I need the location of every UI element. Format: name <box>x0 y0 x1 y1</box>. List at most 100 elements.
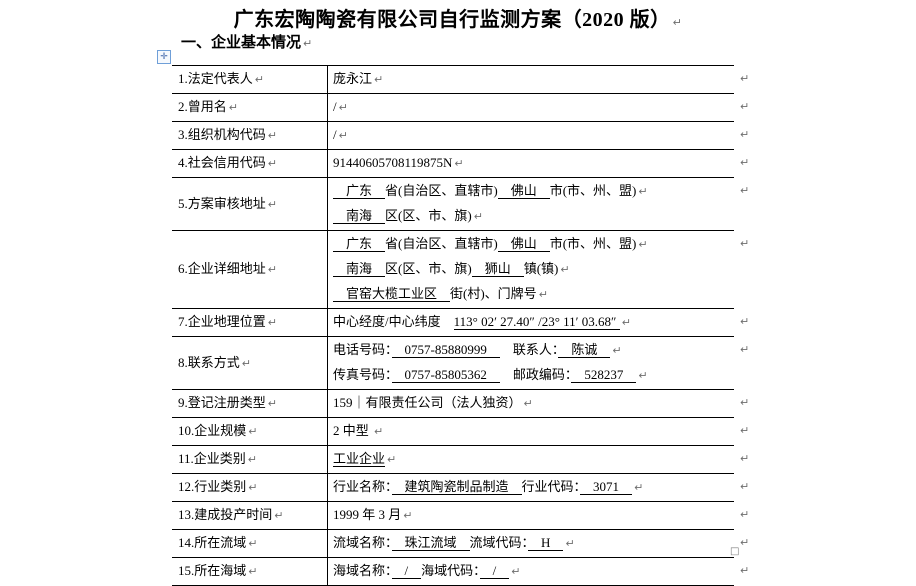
row-label-text: 9.登记注册类型 <box>178 395 266 410</box>
paragraph-mark: ↵ <box>560 263 570 276</box>
value-line[interactable]: / ↵ <box>333 123 731 148</box>
row-label-text: 3.组织机构代码 <box>178 127 266 142</box>
row-label-cell[interactable]: 3.组织机构代码 ↵ <box>172 121 328 150</box>
row-label-cell[interactable]: 14.所在流域 ↵ <box>172 529 328 558</box>
filled-blank-text: 广东 <box>333 236 386 252</box>
document-title[interactable]: 广东宏陶陶瓷有限公司自行监测方案（2020 版） ↵ <box>0 3 916 32</box>
value-line[interactable]: 流域名称： 珠江流域 流域代码： H ↵ <box>333 531 731 556</box>
paragraph-mark: ↵ <box>621 316 631 329</box>
row-label-cell[interactable]: 8.联系方式 ↵ <box>172 336 328 390</box>
paragraph-mark: ↵ <box>338 129 348 142</box>
paragraph-mark: ↵ <box>740 71 750 85</box>
row-label-cell[interactable]: 12.行业类别 ↵ <box>172 473 328 502</box>
table-move-handle[interactable]: ✛ <box>157 50 171 64</box>
row-value-cell[interactable]: 庞永江 ↵ <box>327 65 734 94</box>
row-label-cell[interactable]: 15.所在海域 ↵ <box>172 557 328 586</box>
filled-blank-text: 陈诚 <box>558 342 611 358</box>
value-line[interactable]: 中心经度/中心纬度 113° 02′ 27.40″ /23° 11′ 03.68… <box>333 310 731 335</box>
value-line[interactable]: 官窑大榄工业区 街(村)、门牌号 ↵ <box>333 282 731 307</box>
value-line[interactable]: 海域名称： / 海域代码： / ↵ <box>333 559 731 584</box>
paragraph-mark: ↵ <box>740 183 750 197</box>
filled-blank-text: 工业企业 <box>333 451 386 467</box>
filled-blank-text: 0757-85880999 <box>391 342 500 358</box>
value-line[interactable]: 南海 区(区、市、旗) ↵ <box>333 204 731 229</box>
row-label-cell[interactable]: 4.社会信用代码 ↵ <box>172 149 328 178</box>
table-row: 6.企业详细地址 ↵ 广东 省(自治区、直辖市) 佛山 市(市、州、盟) ↵ 南海 … <box>172 230 751 309</box>
row-value-cell[interactable]: 广东 省(自治区、直辖市) 佛山 市(市、州、盟) ↵ 南海 区(区、市、旗) ↵ <box>327 177 734 231</box>
static-text: 中心经度/中心纬度 <box>333 314 454 329</box>
row-label-cell[interactable]: 9.登记注册类型 ↵ <box>172 389 328 418</box>
static-text: 区(区、市、旗) <box>385 208 472 223</box>
static-text: 传真号码： <box>333 367 392 382</box>
value-line[interactable]: 庞永江 ↵ <box>333 67 731 92</box>
row-label-cell[interactable]: 11.企业类别 ↵ <box>172 445 328 474</box>
static-text: 电话号码： <box>333 342 392 357</box>
row-value-cell[interactable]: 电话号码： 0757-85880999 联系人： 陈诚 ↵ 传真号码： 0757-… <box>327 336 734 390</box>
row-label-cell[interactable]: 13.建成投产时间 ↵ <box>172 501 328 530</box>
paragraph-mark: ↵ <box>740 99 750 113</box>
row-label-cell[interactable]: 10.企业规模 ↵ <box>172 417 328 446</box>
row-value-cell[interactable]: 159｜有限责任公司（法人独资） ↵ <box>327 389 734 418</box>
value-line[interactable]: 159｜有限责任公司（法人独资） ↵ <box>333 391 731 416</box>
value-line[interactable]: 广东 省(自治区、直辖市) 佛山 市(市、州、盟) ↵ <box>333 232 731 257</box>
static-text: 159｜有限责任公司（法人独资） <box>333 395 522 410</box>
paragraph-mark: ↵ <box>267 197 277 211</box>
row-end-mark-cell: ↵ <box>734 66 751 94</box>
row-value-cell[interactable]: 流域名称： 珠江流域 流域代码： H ↵ <box>327 529 734 558</box>
static-text: 市(市、州、盟) <box>549 183 637 198</box>
paragraph-mark: ↵ <box>241 356 251 370</box>
paragraph-mark: ↵ <box>247 453 257 466</box>
row-value-cell[interactable]: 1999 年 3 月 ↵ <box>327 501 734 530</box>
row-value-cell[interactable]: 工业企业 ↵ <box>327 445 734 474</box>
value-line[interactable]: 广东 省(自治区、直辖市) 佛山 市(市、州、盟) ↵ <box>333 179 731 204</box>
row-label-cell[interactable]: 2.曾用名 ↵ <box>172 93 328 122</box>
section-heading-text: 一、企业基本情况 <box>181 35 302 51</box>
value-line[interactable]: 行业名称： 建筑陶瓷制品制造 行业代码： 3071 ↵ <box>333 475 731 500</box>
row-value-cell[interactable]: / ↵ <box>327 121 734 150</box>
row-value-cell[interactable]: 中心经度/中心纬度 113° 02′ 27.40″ /23° 11′ 03.68… <box>327 308 734 337</box>
paragraph-mark: ↵ <box>228 101 238 114</box>
value-line[interactable]: 工业企业 ↵ <box>333 447 731 472</box>
table-row: 15.所在海域 ↵ 海域名称： / 海域代码： / ↵ ↵ <box>172 557 751 586</box>
section-heading[interactable]: 一、企业基本情况 ↵ <box>181 31 312 52</box>
paragraph-mark: ↵ <box>638 185 648 198</box>
row-value-cell[interactable]: / ↵ <box>327 93 734 122</box>
row-end-mark-cell: ↵ <box>734 474 751 502</box>
row-label-cell[interactable]: 7.企业地理位置 ↵ <box>172 308 328 337</box>
table-row: 10.企业规模 ↵ 2 中型 ↵ ↵ <box>172 417 751 446</box>
row-value-cell[interactable]: 行业名称： 建筑陶瓷制品制造 行业代码： 3071 ↵ <box>327 473 734 502</box>
table-row: 3.组织机构代码 ↵ / ↵ ↵ <box>172 121 751 150</box>
value-line[interactable]: 电话号码： 0757-85880999 联系人： 陈诚 ↵ <box>333 338 731 363</box>
paragraph-mark: ↵ <box>248 425 258 438</box>
row-value-cell[interactable]: 广东 省(自治区、直辖市) 佛山 市(市、州、盟) ↵ 南海 区(区、市、旗) 狮… <box>327 230 734 309</box>
value-line[interactable]: 91440605708119875N ↵ <box>333 151 731 176</box>
row-end-mark-cell: ↵ <box>734 309 751 337</box>
row-label-text: 1.法定代表人 <box>178 71 253 86</box>
row-value-cell[interactable]: 海域名称： / 海域代码： / ↵ <box>327 557 734 586</box>
paragraph-mark: ↵ <box>638 369 648 382</box>
value-line[interactable]: 传真号码： 0757-85805362 邮政编码： 528237 ↵ <box>333 363 731 388</box>
static-text: 91440605708119875N <box>333 155 453 170</box>
filled-blank-text: 狮山 <box>471 261 524 277</box>
row-value-cell[interactable]: 91440605708119875N ↵ <box>327 149 734 178</box>
row-end-mark-cell: ↵ <box>734 337 751 390</box>
paragraph-mark: ↵ <box>454 157 464 170</box>
row-label-cell[interactable]: 6.企业详细地址 ↵ <box>172 230 328 309</box>
filled-blank-text: / <box>391 563 422 579</box>
row-label-cell[interactable]: 5.方案审核地址 ↵ <box>172 177 328 231</box>
value-line[interactable]: 南海 区(区、市、旗) 狮山 镇(镇) ↵ <box>333 257 731 282</box>
row-label-cell[interactable]: 1.法定代表人 ↵ <box>172 65 328 94</box>
value-line[interactable]: 1999 年 3 月 ↵ <box>333 503 731 528</box>
paragraph-mark: ↵ <box>403 509 413 522</box>
value-line[interactable]: / ↵ <box>333 95 731 120</box>
filled-blank-text: 113° 02′ 27.40″ /23° 11′ 03.68″ <box>453 314 620 330</box>
row-value-cell[interactable]: 2 中型 ↵ <box>327 417 734 446</box>
paragraph-mark: ↵ <box>267 129 277 142</box>
paragraph-mark: ↵ <box>634 481 644 494</box>
filled-blank-text: 佛山 <box>497 183 550 199</box>
value-line[interactable]: 2 中型 ↵ <box>333 419 731 444</box>
row-end-mark-cell: ↵ <box>734 122 751 150</box>
row-end-mark-cell: ↵ <box>734 231 751 309</box>
static-text: 1999 年 3 月 <box>333 507 402 522</box>
paragraph-mark: ↵ <box>248 537 258 550</box>
